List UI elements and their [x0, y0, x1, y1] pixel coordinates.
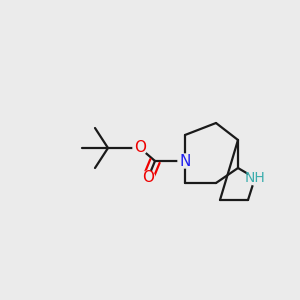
Text: NH: NH: [244, 171, 266, 185]
Text: N: N: [179, 154, 191, 169]
Text: O: O: [134, 140, 146, 155]
Circle shape: [133, 141, 147, 155]
Circle shape: [141, 171, 155, 185]
Circle shape: [178, 154, 192, 168]
Circle shape: [248, 171, 262, 185]
Text: O: O: [142, 170, 154, 185]
